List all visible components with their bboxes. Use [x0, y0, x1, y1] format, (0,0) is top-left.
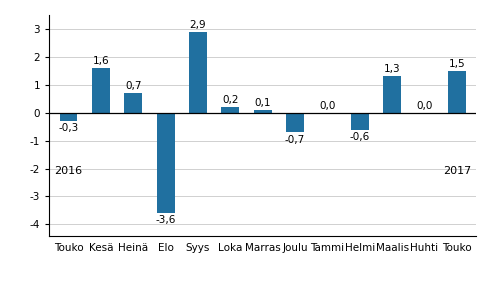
Bar [254, 110, 272, 113]
Bar [286, 113, 304, 132]
Text: 2016: 2016 [55, 165, 82, 175]
Text: 2,9: 2,9 [190, 20, 206, 30]
Bar [221, 107, 239, 113]
Text: 0,0: 0,0 [319, 101, 335, 111]
Text: 0,1: 0,1 [254, 98, 271, 108]
Text: -0,6: -0,6 [350, 132, 370, 142]
Text: 0,7: 0,7 [125, 81, 141, 91]
Bar [383, 76, 401, 113]
Text: -0,7: -0,7 [285, 134, 305, 145]
Bar [448, 71, 466, 113]
Text: -0,3: -0,3 [58, 124, 79, 133]
Bar [351, 113, 369, 130]
Text: 2017: 2017 [443, 165, 471, 175]
Text: 1,5: 1,5 [449, 59, 465, 69]
Text: 1,6: 1,6 [93, 56, 109, 66]
Bar [189, 32, 207, 113]
Bar [92, 68, 110, 113]
Bar [124, 93, 142, 113]
Text: 0,2: 0,2 [222, 95, 239, 105]
Bar [157, 113, 174, 213]
Text: 0,0: 0,0 [416, 101, 433, 111]
Text: -3,6: -3,6 [156, 215, 176, 226]
Bar [59, 113, 78, 121]
Text: 1,3: 1,3 [384, 64, 401, 74]
